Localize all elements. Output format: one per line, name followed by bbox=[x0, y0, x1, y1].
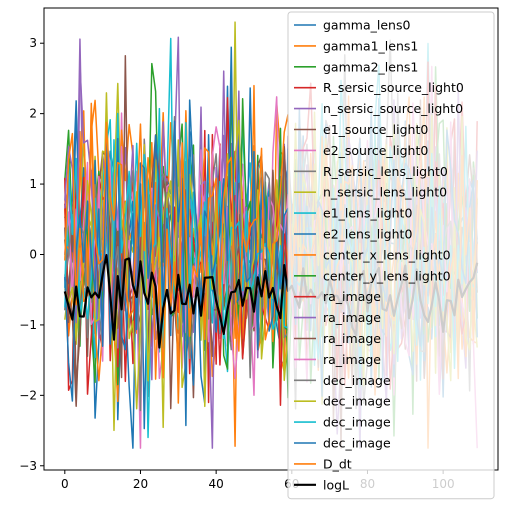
legend-label: dec_image bbox=[323, 415, 391, 430]
y-tick-label: −3 bbox=[19, 459, 37, 473]
legend-label: gamma_lens0 bbox=[323, 18, 410, 33]
y-axis: −3 −2 −1 0 1 2 3 bbox=[19, 36, 44, 473]
y-tick-label: 0 bbox=[29, 247, 37, 261]
legend-label: n_sersic_lens_light0 bbox=[323, 185, 447, 200]
y-tick-label: −1 bbox=[19, 318, 37, 332]
x-tick-label: 0 bbox=[61, 477, 69, 491]
legend-label: ra_image bbox=[323, 352, 381, 367]
legend-label: gamma2_lens1 bbox=[323, 59, 418, 74]
y-tick-label: 2 bbox=[29, 107, 37, 121]
plot-frame bbox=[43, 7, 499, 471]
legend-label: e2_lens_light0 bbox=[323, 227, 412, 242]
legend-label: ra_image bbox=[323, 289, 381, 304]
legend-label: gamma1_lens1 bbox=[323, 38, 418, 53]
legend-label: e1_source_light0 bbox=[323, 122, 428, 137]
legend-label: logL bbox=[323, 477, 349, 492]
x-tick-label: 40 bbox=[209, 477, 224, 491]
legend-label: ra_image bbox=[323, 310, 381, 325]
legend-label: dec_image bbox=[323, 394, 391, 409]
legend-box bbox=[287, 11, 495, 500]
legend-label: dec_image bbox=[323, 373, 391, 388]
legend-label: center_y_lens_light0 bbox=[323, 268, 451, 283]
legend-label: R_sersic_lens_light0 bbox=[323, 164, 448, 179]
legend-label: center_x_lens_light0 bbox=[323, 247, 451, 262]
y-tick-label: 3 bbox=[29, 36, 37, 50]
legend-label: R_sersic_source_light0 bbox=[323, 80, 464, 95]
legend-label: ra_image bbox=[323, 331, 381, 346]
legend-label: dec_image bbox=[323, 436, 391, 451]
legend-label: D_dt bbox=[323, 456, 352, 471]
x-tick-label: 20 bbox=[133, 477, 148, 491]
legend: gamma_lens0 gamma1_lens1 gamma2_lens1 R_ser… bbox=[287, 11, 495, 500]
y-tick-label: 1 bbox=[29, 177, 37, 191]
legend-label: e1_lens_light0 bbox=[323, 206, 412, 221]
y-tick-label: −2 bbox=[19, 388, 37, 402]
legend-label: e2_source_light0 bbox=[323, 143, 428, 158]
legend-label: n_sersic_source_light0 bbox=[323, 101, 463, 116]
